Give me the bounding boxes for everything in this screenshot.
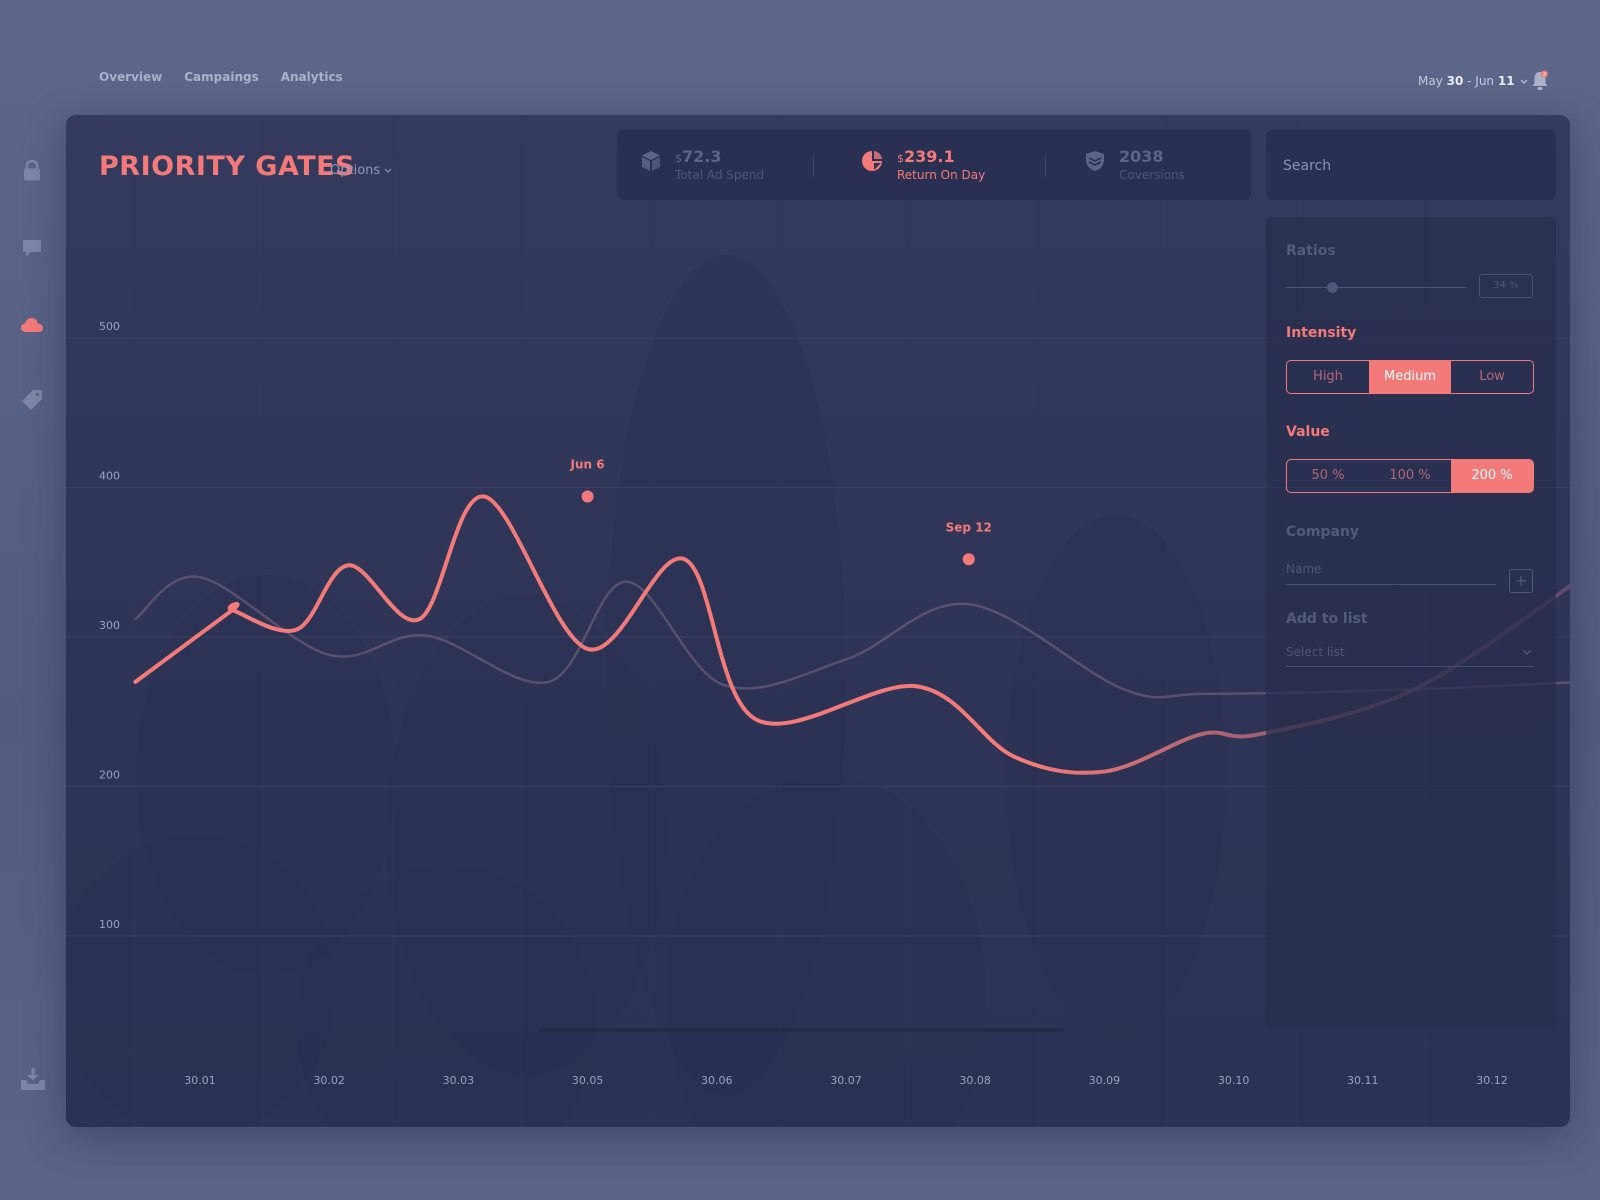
series-line-secondary: [134, 575, 1570, 699]
nav-campaigns[interactable]: Campaings: [184, 70, 259, 84]
nav-overview[interactable]: Overview: [99, 70, 163, 84]
x-tick-label: 30.01: [184, 1074, 216, 1087]
annotation-label: Sep 12: [946, 520, 992, 534]
top-nav: Overview Campaings Analytics: [99, 70, 343, 84]
kpi-label: Total Ad Spend: [675, 168, 765, 182]
y-tick-label: 100: [99, 918, 120, 931]
page-title: PRIORITY GATES: [99, 151, 356, 182]
x-tick-label: 30.02: [313, 1074, 345, 1087]
ratios-slider-track[interactable]: [1286, 287, 1466, 288]
background-shape: [66, 835, 336, 1127]
value-option-50[interactable]: 50 %: [1311, 468, 1345, 483]
y-tick-label: 400: [99, 470, 120, 483]
notification-badge: 2: [1543, 72, 1546, 78]
kpi-divider: [813, 154, 814, 178]
ratios-slider-thumb[interactable]: [1327, 282, 1338, 293]
date-range-prefix: May: [1418, 74, 1447, 88]
value-label: Value: [1286, 424, 1330, 440]
x-tick-label: 30.08: [959, 1074, 991, 1087]
search-box: [1266, 130, 1556, 202]
annotation-point: [581, 490, 594, 503]
add-company-button[interactable]: +: [1509, 569, 1533, 593]
background-shape: [666, 775, 986, 1127]
background-shape: [1006, 515, 1226, 1035]
y-tick-label: 200: [99, 769, 120, 782]
search-input[interactable]: [1281, 130, 1545, 202]
lock-icon[interactable]: [20, 158, 44, 182]
add-to-list-label: Add to list: [1286, 611, 1368, 627]
x-tick-label: 30.10: [1218, 1074, 1250, 1087]
background-shape: [386, 595, 666, 1075]
kpi-value: 72.3: [682, 147, 722, 166]
dashboard-card: 500 400 300 200 100 30.01 30.02 30.03 30.05 30.06…: [66, 115, 1570, 1127]
nav-analytics[interactable]: Analytics: [280, 70, 343, 84]
series-line-primary: [133, 494, 1570, 775]
company-name-input[interactable]: Name: [1286, 562, 1322, 576]
x-tick-label: 30.12: [1476, 1074, 1508, 1087]
chevron-down-icon: [384, 168, 392, 173]
annotation-point: [962, 553, 975, 566]
kpi-divider: [1045, 154, 1046, 178]
select-list-dropdown[interactable]: Select list: [1286, 645, 1345, 659]
intensity-option-low[interactable]: Low: [1479, 369, 1505, 384]
kpi-value: 239.1: [904, 147, 955, 166]
date-range-start-day: 30: [1446, 74, 1464, 88]
annotation-label: Jun 6: [570, 457, 605, 471]
company-label: Company: [1286, 524, 1360, 540]
box-icon: [642, 151, 660, 171]
cloud-icon[interactable]: [20, 313, 44, 337]
options-label: Options: [330, 163, 381, 178]
x-tick-label: 30.06: [701, 1074, 733, 1087]
download-icon[interactable]: [20, 1067, 46, 1091]
chat-icon[interactable]: [20, 236, 44, 260]
date-range-end-day: 11: [1497, 74, 1515, 88]
kpi-bar: $72.3 Total Ad Spend $239.1 Return On Da…: [617, 130, 1251, 200]
date-range-picker[interactable]: May 30 - Jun 11: [1418, 74, 1528, 88]
shield-icon: [1086, 151, 1104, 171]
kpi-value: 2038: [1119, 147, 1164, 166]
y-tick-label: 300: [99, 619, 120, 632]
intensity-label: Intensity: [1286, 325, 1357, 341]
x-tick-label: 30.09: [1089, 1074, 1121, 1087]
x-tick-label: 30.07: [830, 1074, 862, 1087]
kpi-label: Return On Day: [897, 168, 986, 182]
chart-scrollbar[interactable]: [539, 1028, 1064, 1032]
intensity-segmented-control: High Medium Low: [1286, 360, 1534, 394]
value-option-200[interactable]: 200 %: [1451, 460, 1533, 492]
kpi-label: Coversions: [1119, 168, 1185, 182]
value-option-100[interactable]: 100 %: [1389, 468, 1431, 483]
tag-icon[interactable]: [20, 388, 44, 412]
background-shape: [136, 575, 396, 975]
pie-icon: [862, 151, 882, 171]
y-tick-label: 500: [99, 320, 120, 333]
options-dropdown[interactable]: Options: [330, 163, 392, 178]
background-shape: [296, 865, 596, 1127]
value-segmented-control: 50 % 100 % 200 %: [1286, 459, 1534, 493]
intensity-option-high[interactable]: High: [1313, 369, 1343, 384]
x-tick-label: 30.03: [443, 1074, 475, 1087]
ratios-value[interactable]: 34 %: [1479, 274, 1533, 298]
chevron-down-icon: [1520, 79, 1528, 84]
bell-icon[interactable]: 2: [1530, 70, 1550, 92]
chevron-down-icon: [1522, 649, 1532, 655]
kpi-currency: $: [675, 152, 682, 165]
ratios-label: Ratios: [1286, 243, 1336, 259]
date-range-mid: - Jun: [1463, 74, 1498, 88]
kpi-currency: $: [897, 152, 904, 165]
intensity-option-medium[interactable]: Medium: [1369, 361, 1451, 393]
select-list-underline: [1286, 666, 1534, 667]
x-tick-label: 30.11: [1347, 1074, 1379, 1087]
filter-panel: Ratios 34 % Intensity High Medium Low Va…: [1266, 217, 1556, 1029]
company-name-underline: [1286, 584, 1496, 585]
x-tick-label: 30.05: [572, 1074, 604, 1087]
